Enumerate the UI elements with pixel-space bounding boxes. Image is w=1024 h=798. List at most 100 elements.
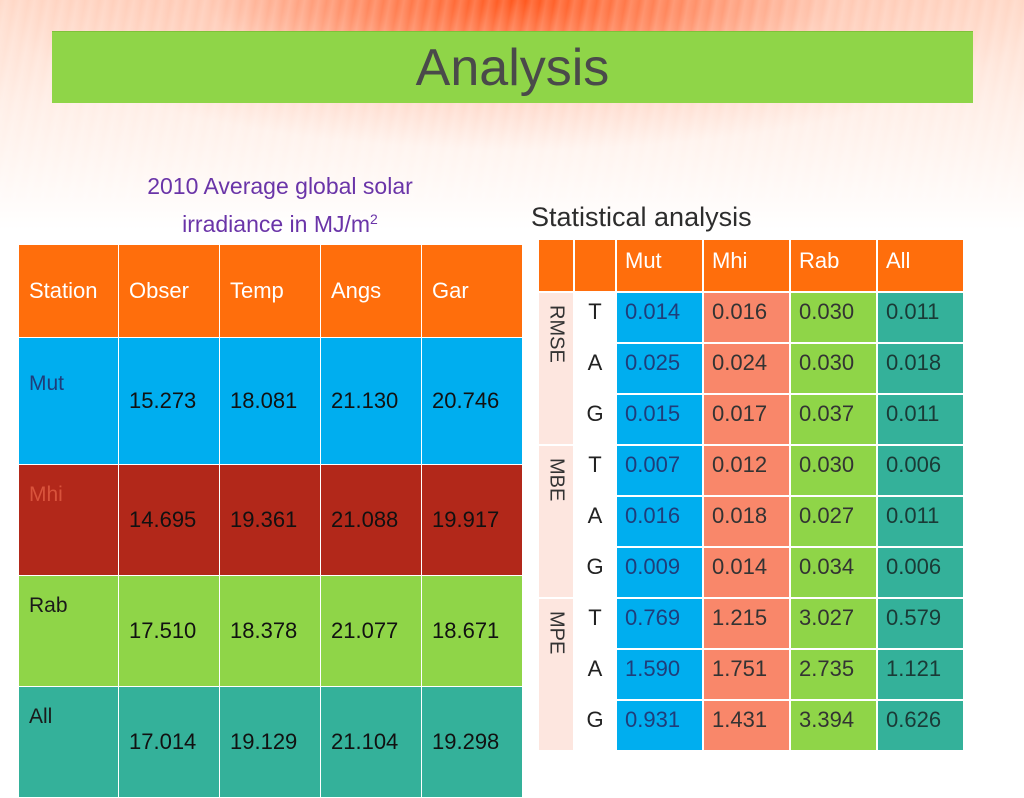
- header-cell: Obser: [118, 244, 220, 338]
- header-cell: Angs: [320, 244, 422, 338]
- value-cell: 3.027: [789, 597, 878, 650]
- table-row: MBE T 0.007 0.012 0.030 0.006: [537, 444, 965, 599]
- value-cell: 17.510: [118, 575, 220, 687]
- value-cell: 0.009: [615, 546, 704, 599]
- table-row: G 0.009 0.014 0.034 0.006: [538, 546, 965, 599]
- value-cell: 0.007: [615, 444, 704, 497]
- left-table-caption: 2010 Average global solar irradiance in …: [60, 170, 500, 241]
- value-cell: 0.024: [702, 342, 791, 395]
- value-cell: 0.006: [876, 546, 965, 599]
- value-cell: 17.014: [118, 686, 220, 798]
- model-cell: T: [573, 291, 617, 344]
- value-cell: 0.016: [615, 495, 704, 548]
- value-cell: 0.011: [876, 393, 965, 446]
- table-row: A 0.016 0.018 0.027 0.011: [538, 495, 965, 548]
- table-row: Mut 15.273 18.081 21.130 20.746: [18, 337, 523, 465]
- model-cell: G: [573, 546, 617, 599]
- value-cell: 20.746: [421, 337, 523, 465]
- table-row: Rab 17.510 18.378 21.077 18.671: [18, 575, 523, 687]
- title-bar: Analysis: [52, 31, 973, 103]
- left-caption-line2: irradiance in MJ/m: [182, 211, 371, 237]
- value-cell: 0.006: [876, 444, 965, 497]
- value-cell: 21.104: [320, 686, 422, 798]
- metric-label: MPE: [545, 611, 568, 655]
- station-cell: Mhi: [18, 464, 119, 576]
- value-cell: 0.931: [615, 699, 704, 752]
- value-cell: 18.671: [421, 575, 523, 687]
- table-header-row: Station Obser Temp Angs Gar: [18, 244, 523, 338]
- value-cell: 21.088: [320, 464, 422, 576]
- value-cell: 0.011: [876, 291, 965, 344]
- value-cell: 15.273: [118, 337, 220, 465]
- value-cell: 2.735: [789, 648, 878, 701]
- value-cell: 21.130: [320, 337, 422, 465]
- table-row: All 17.014 19.129 21.104 19.298: [18, 686, 523, 798]
- value-cell: 0.014: [615, 291, 704, 344]
- value-cell: 1.590: [615, 648, 704, 701]
- value-cell: 0.012: [702, 444, 791, 497]
- model-cell: A: [573, 495, 617, 548]
- value-cell: 1.431: [702, 699, 791, 752]
- value-cell: 0.017: [702, 393, 791, 446]
- left-caption-superscript: 2: [370, 211, 378, 227]
- header-cell: Mut: [615, 238, 704, 293]
- table-row: RMSE T 0.014 0.016 0.030 0.011: [537, 291, 965, 446]
- model-cell: G: [573, 393, 617, 446]
- value-cell: 0.030: [789, 291, 878, 344]
- header-cell: [573, 238, 617, 293]
- header-cell: All: [876, 238, 965, 293]
- header-cell: Rab: [789, 238, 878, 293]
- model-cell: T: [573, 597, 617, 650]
- model-cell: T: [573, 444, 617, 497]
- metric-group-cell: MPE: [537, 597, 575, 752]
- irradiance-table: Station Obser Temp Angs Gar Mut 15.273 1…: [18, 244, 523, 798]
- value-cell: 0.030: [789, 444, 878, 497]
- value-cell: 0.626: [876, 699, 965, 752]
- value-cell: 0.015: [615, 393, 704, 446]
- value-cell: 0.018: [876, 342, 965, 395]
- header-cell: Gar: [421, 244, 523, 338]
- value-cell: 0.034: [789, 546, 878, 599]
- value-cell: 0.014: [702, 546, 791, 599]
- value-cell: 14.695: [118, 464, 220, 576]
- header-cell: Mhi: [702, 238, 791, 293]
- table-row: G 0.015 0.017 0.037 0.011: [538, 393, 965, 446]
- value-cell: 1.215: [702, 597, 791, 650]
- value-cell: 19.129: [219, 686, 321, 798]
- value-cell: 0.769: [615, 597, 704, 650]
- value-cell: 0.018: [702, 495, 791, 548]
- metric-label: MBE: [545, 458, 568, 502]
- value-cell: 0.025: [615, 342, 704, 395]
- left-caption-line1: 2010 Average global solar: [147, 173, 413, 199]
- table-row: Mhi 14.695 19.361 21.088 19.917: [18, 464, 523, 576]
- value-cell: 21.077: [320, 575, 422, 687]
- value-cell: 1.751: [702, 648, 791, 701]
- value-cell: 0.016: [702, 291, 791, 344]
- value-cell: 0.030: [789, 342, 878, 395]
- model-cell: A: [573, 342, 617, 395]
- table-row: MPE T 0.769 1.215 3.027 0.579: [537, 597, 965, 752]
- slide-title: Analysis: [415, 39, 610, 97]
- table-row: A 1.590 1.751 2.735 1.121: [538, 648, 965, 701]
- value-cell: 19.298: [421, 686, 523, 798]
- metric-group-cell: RMSE: [537, 291, 575, 446]
- value-cell: 3.394: [789, 699, 878, 752]
- value-cell: 19.917: [421, 464, 523, 576]
- metric-label: RMSE: [545, 305, 568, 363]
- header-cell: Temp: [219, 244, 321, 338]
- statistical-analysis-table: Mut Mhi Rab All RMSE T 0.014 0.016 0.030…: [537, 238, 965, 752]
- value-cell: 0.037: [789, 393, 878, 446]
- value-cell: 1.121: [876, 648, 965, 701]
- value-cell: 18.378: [219, 575, 321, 687]
- header-cell: Station: [18, 244, 119, 338]
- metric-group-cell: MBE: [537, 444, 575, 599]
- model-cell: A: [573, 648, 617, 701]
- value-cell: 18.081: [219, 337, 321, 465]
- header-cell: [537, 238, 575, 293]
- station-cell: All: [18, 686, 119, 798]
- station-cell: Rab: [18, 575, 119, 687]
- value-cell: 0.011: [876, 495, 965, 548]
- value-cell: 0.579: [876, 597, 965, 650]
- right-table-caption: Statistical analysis: [531, 202, 752, 232]
- table-row: G 0.931 1.431 3.394 0.626: [538, 699, 965, 752]
